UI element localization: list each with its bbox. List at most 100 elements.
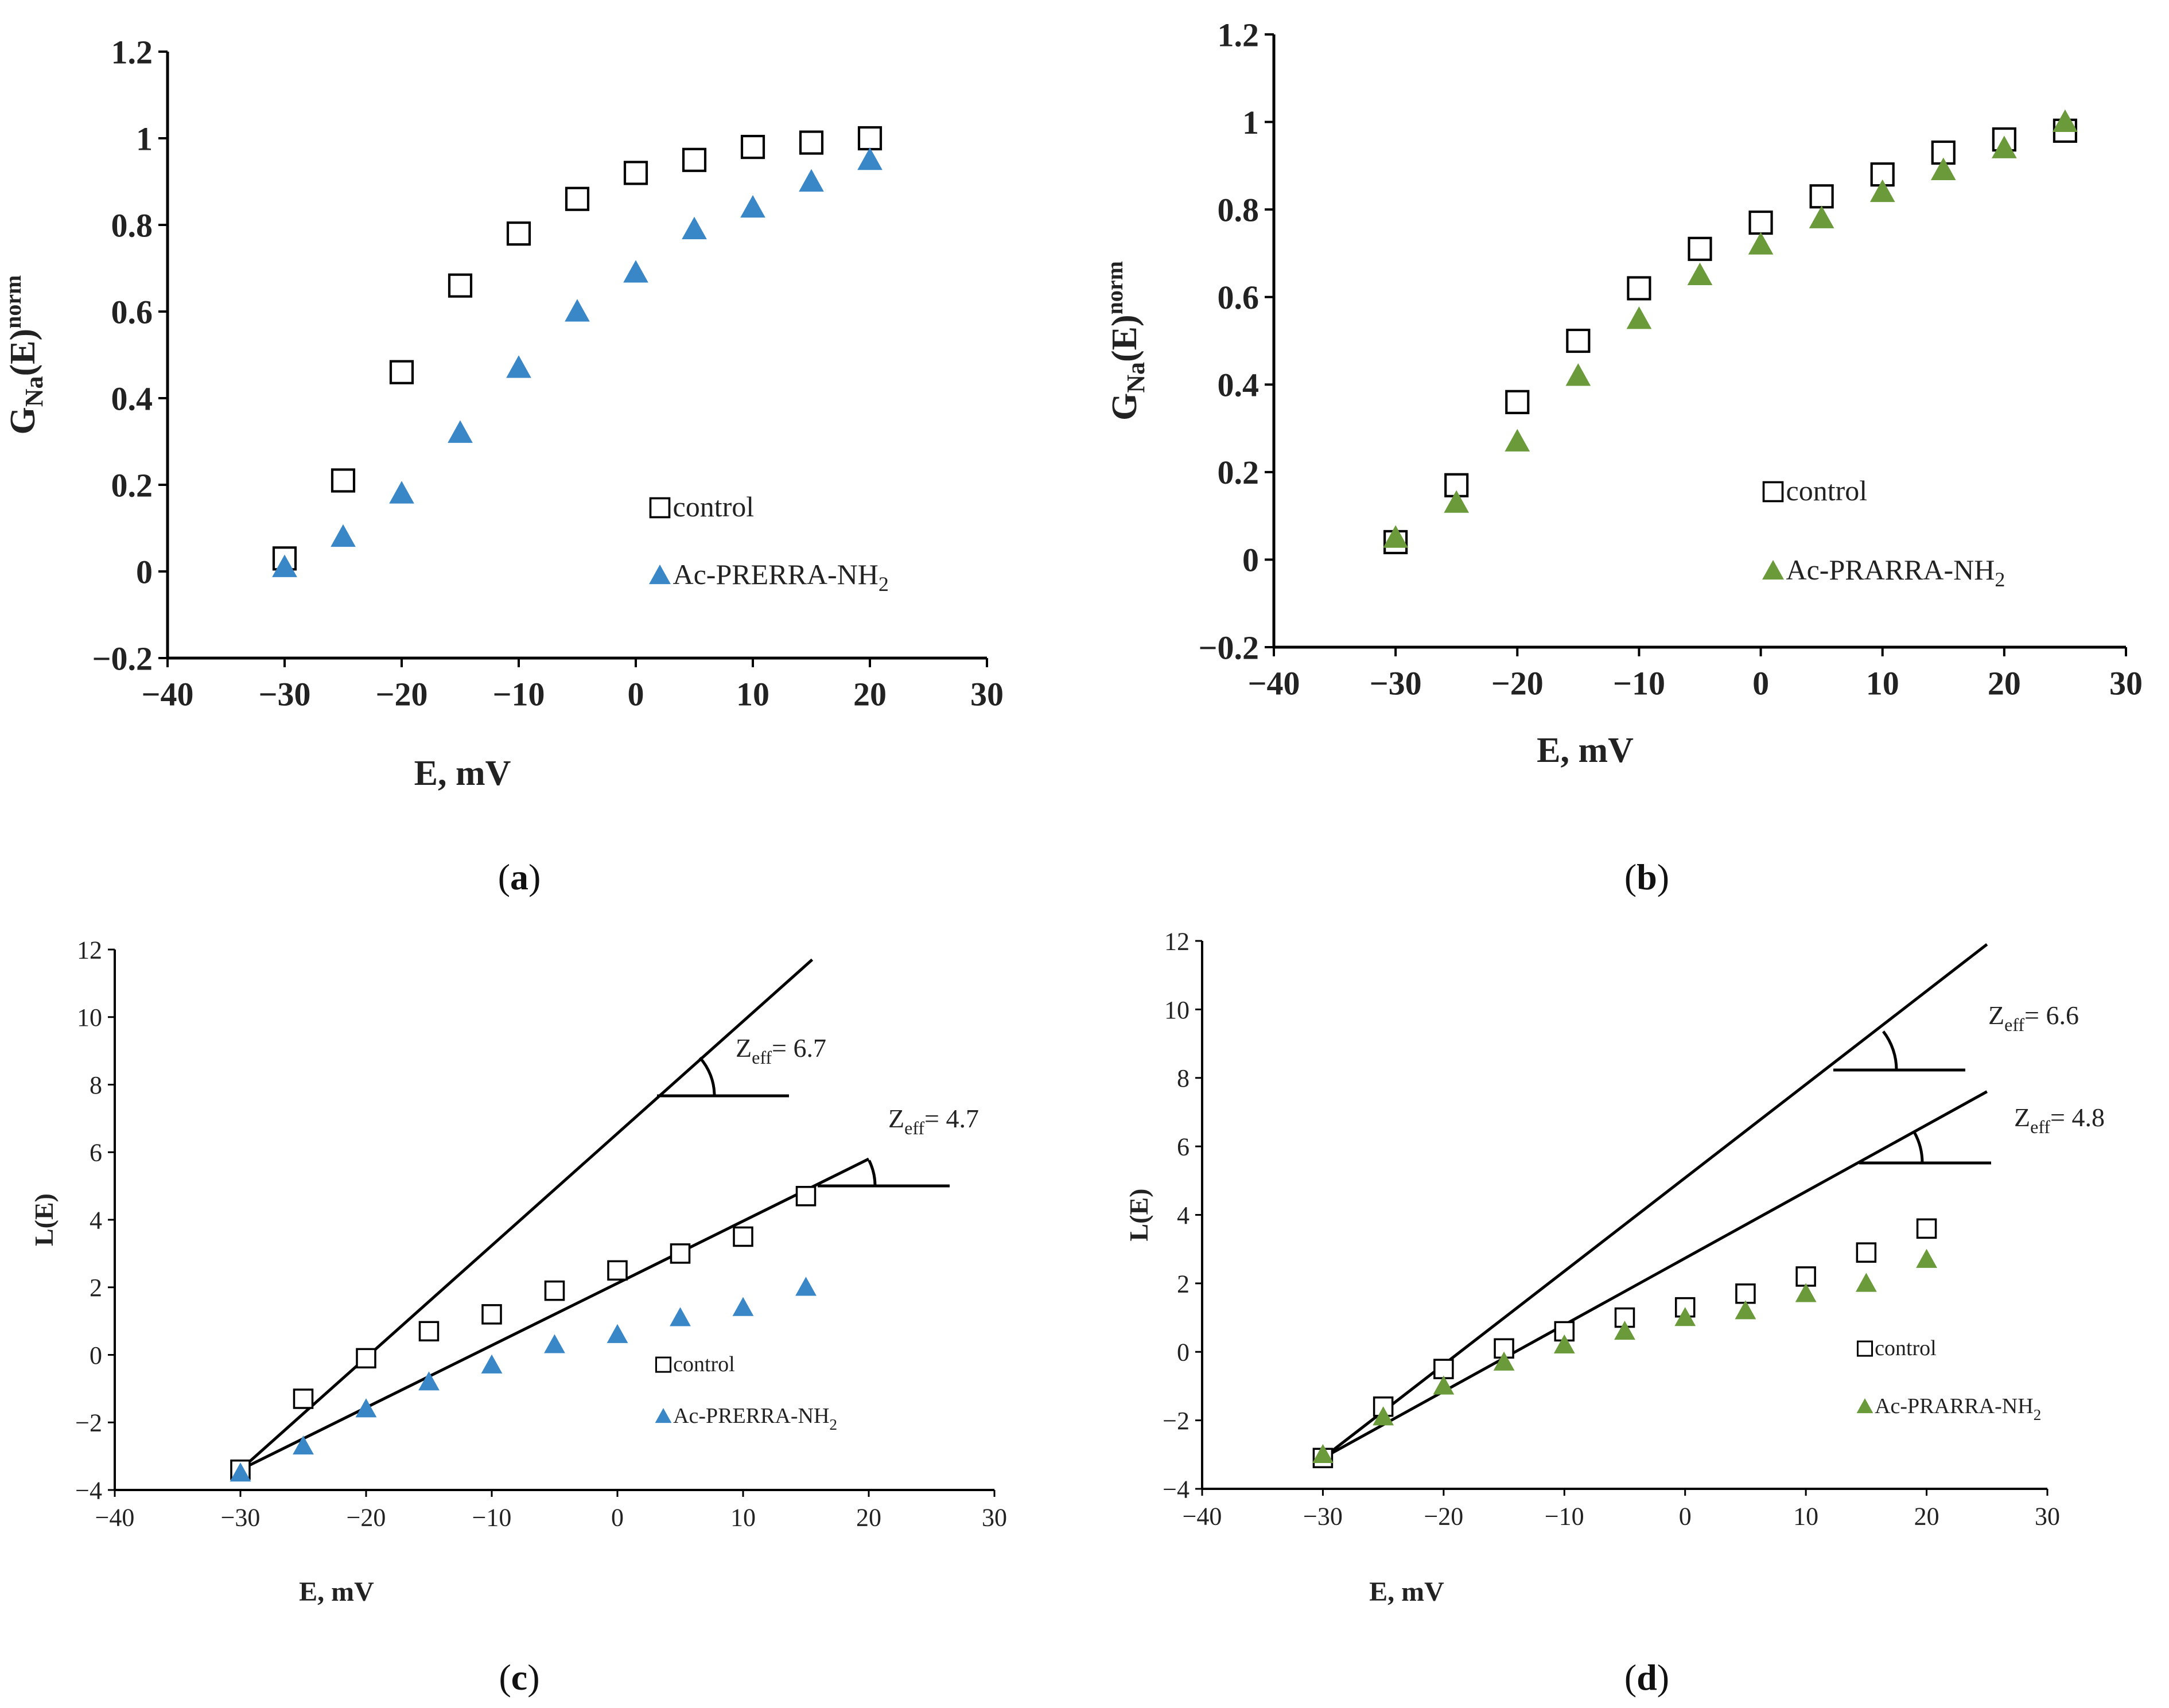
x-tick-label: −10 — [492, 676, 545, 713]
y-tick-label: −2 — [75, 1409, 102, 1437]
peptide-point — [799, 169, 824, 192]
x-tick-label: 20 — [856, 1504, 881, 1532]
legend-marker — [1856, 1398, 1873, 1414]
control-point — [293, 1388, 314, 1409]
peptide-point — [795, 1277, 817, 1296]
control-point — [740, 135, 765, 159]
legend-marker — [655, 1356, 672, 1373]
peptide-point — [506, 355, 531, 378]
panel-label: (d) — [1624, 1657, 1669, 1698]
control-point — [331, 468, 356, 493]
y-title-sub: Na — [20, 376, 48, 407]
y-tick-label: −4 — [1163, 1475, 1190, 1503]
x-tick-label: −30 — [221, 1504, 261, 1532]
x-tick-label: −10 — [1613, 665, 1665, 702]
y-tick-label: 0.2 — [1218, 454, 1260, 491]
x-tick-label: −40 — [141, 676, 193, 713]
peptide-point — [355, 1398, 377, 1418]
peptide-point — [1493, 1351, 1515, 1371]
y-tick-label: 0 — [1177, 1339, 1190, 1367]
x-tick-label: 0 — [1679, 1503, 1692, 1531]
legend-label: Ac-PRARRA-NH2 — [1786, 554, 2005, 591]
control-point — [1688, 236, 1712, 261]
y-title-sup: norm — [1102, 261, 1128, 314]
x-tick-label: 0 — [1752, 665, 1769, 702]
control-point — [607, 1260, 628, 1281]
series-peptide — [1312, 1248, 1937, 1464]
control-point — [670, 1243, 691, 1264]
peptide-point — [1916, 1248, 1937, 1268]
control-point — [857, 126, 883, 151]
legend-label: Ac-PRERRA-NH2 — [673, 558, 889, 596]
control-point — [448, 273, 473, 298]
y-tick-label: 0.4 — [111, 380, 153, 417]
peptide-point — [1383, 525, 1408, 548]
peptide-point — [1795, 1283, 1817, 1302]
y-tick-label: 0.6 — [1218, 279, 1260, 316]
y-tick-label: 0.6 — [111, 293, 153, 330]
x-tick-label: −40 — [95, 1504, 135, 1532]
series-peptide — [230, 1277, 817, 1482]
legend-label: control — [1875, 1336, 1937, 1360]
y-tick-label: 12 — [1164, 927, 1190, 955]
control-point — [1916, 1218, 1937, 1239]
x-axis-title: E, mV — [1537, 731, 1634, 770]
control-point — [795, 1186, 817, 1207]
y-tick-label: 8 — [1177, 1064, 1190, 1092]
x-tick-label: 30 — [2035, 1503, 2060, 1531]
x-tick-label: 20 — [1914, 1503, 1939, 1531]
peptide-point — [1809, 205, 1834, 228]
peptide-point — [293, 1435, 314, 1455]
x-tick-label: 20 — [853, 676, 887, 713]
angle-arc-1 — [1882, 1030, 1898, 1071]
control-point — [506, 221, 531, 246]
peptide-point — [670, 1307, 691, 1326]
control-point — [356, 1348, 376, 1369]
y-tick-label: 0.8 — [1218, 191, 1260, 228]
x-tick-label: 10 — [736, 676, 769, 713]
y-tick-label: 4 — [1177, 1201, 1190, 1230]
control-point — [682, 147, 707, 172]
legend-marker — [649, 497, 671, 519]
x-axis-title: E, mV — [299, 1577, 374, 1607]
series-control — [272, 126, 883, 571]
panel-a: −40 −30 −20 −10 0 10 20 30 −0.2 0 0.2 0.4 0.6 0.8 1 1.2… — [0, 33, 1004, 897]
y-title-main: G — [3, 407, 42, 434]
control-point — [1505, 390, 1530, 414]
peptide-point — [740, 194, 765, 218]
y-tick-label: 2 — [1177, 1270, 1190, 1298]
fit-line-2 — [239, 1157, 870, 1471]
peptide-point — [857, 147, 883, 170]
x-tick-label: 10 — [730, 1504, 756, 1532]
x-axis-title: E, mV — [414, 754, 511, 793]
y-tick-label: 6 — [90, 1139, 102, 1167]
fit-line-1 — [239, 958, 814, 1471]
y-tick-label: −0.2 — [1198, 629, 1259, 666]
peptide-point — [418, 1371, 440, 1391]
y-tick-label: 1 — [1242, 104, 1259, 141]
peptide-point — [2053, 109, 2078, 133]
x-tick-label: −40 — [1183, 1503, 1222, 1531]
series-peptide — [272, 147, 883, 577]
y-title-mid: (E) — [3, 329, 42, 376]
legend-marker — [649, 565, 671, 585]
angle-arc-1 — [698, 1056, 716, 1096]
x-tick-label: −30 — [1303, 1503, 1343, 1531]
x-tick-label: 30 — [2109, 665, 2143, 702]
y-tick-label: 10 — [77, 1003, 102, 1032]
x-tick-label: −10 — [472, 1504, 512, 1532]
legend-marker — [655, 1408, 672, 1423]
y-tick-label: 0.8 — [111, 207, 153, 244]
x-tick-label: 20 — [1988, 665, 2021, 702]
peptide-point — [448, 420, 473, 443]
panel-label: (c) — [499, 1657, 539, 1698]
control-point — [1856, 1242, 1877, 1263]
control-point — [544, 1280, 565, 1301]
peptide-point — [1444, 490, 1470, 513]
peptide-point — [1869, 179, 1895, 203]
control-point — [418, 1321, 440, 1342]
y-tick-label: 1.2 — [1218, 16, 1260, 53]
control-point — [565, 186, 590, 211]
peptide-point — [1748, 232, 1774, 255]
